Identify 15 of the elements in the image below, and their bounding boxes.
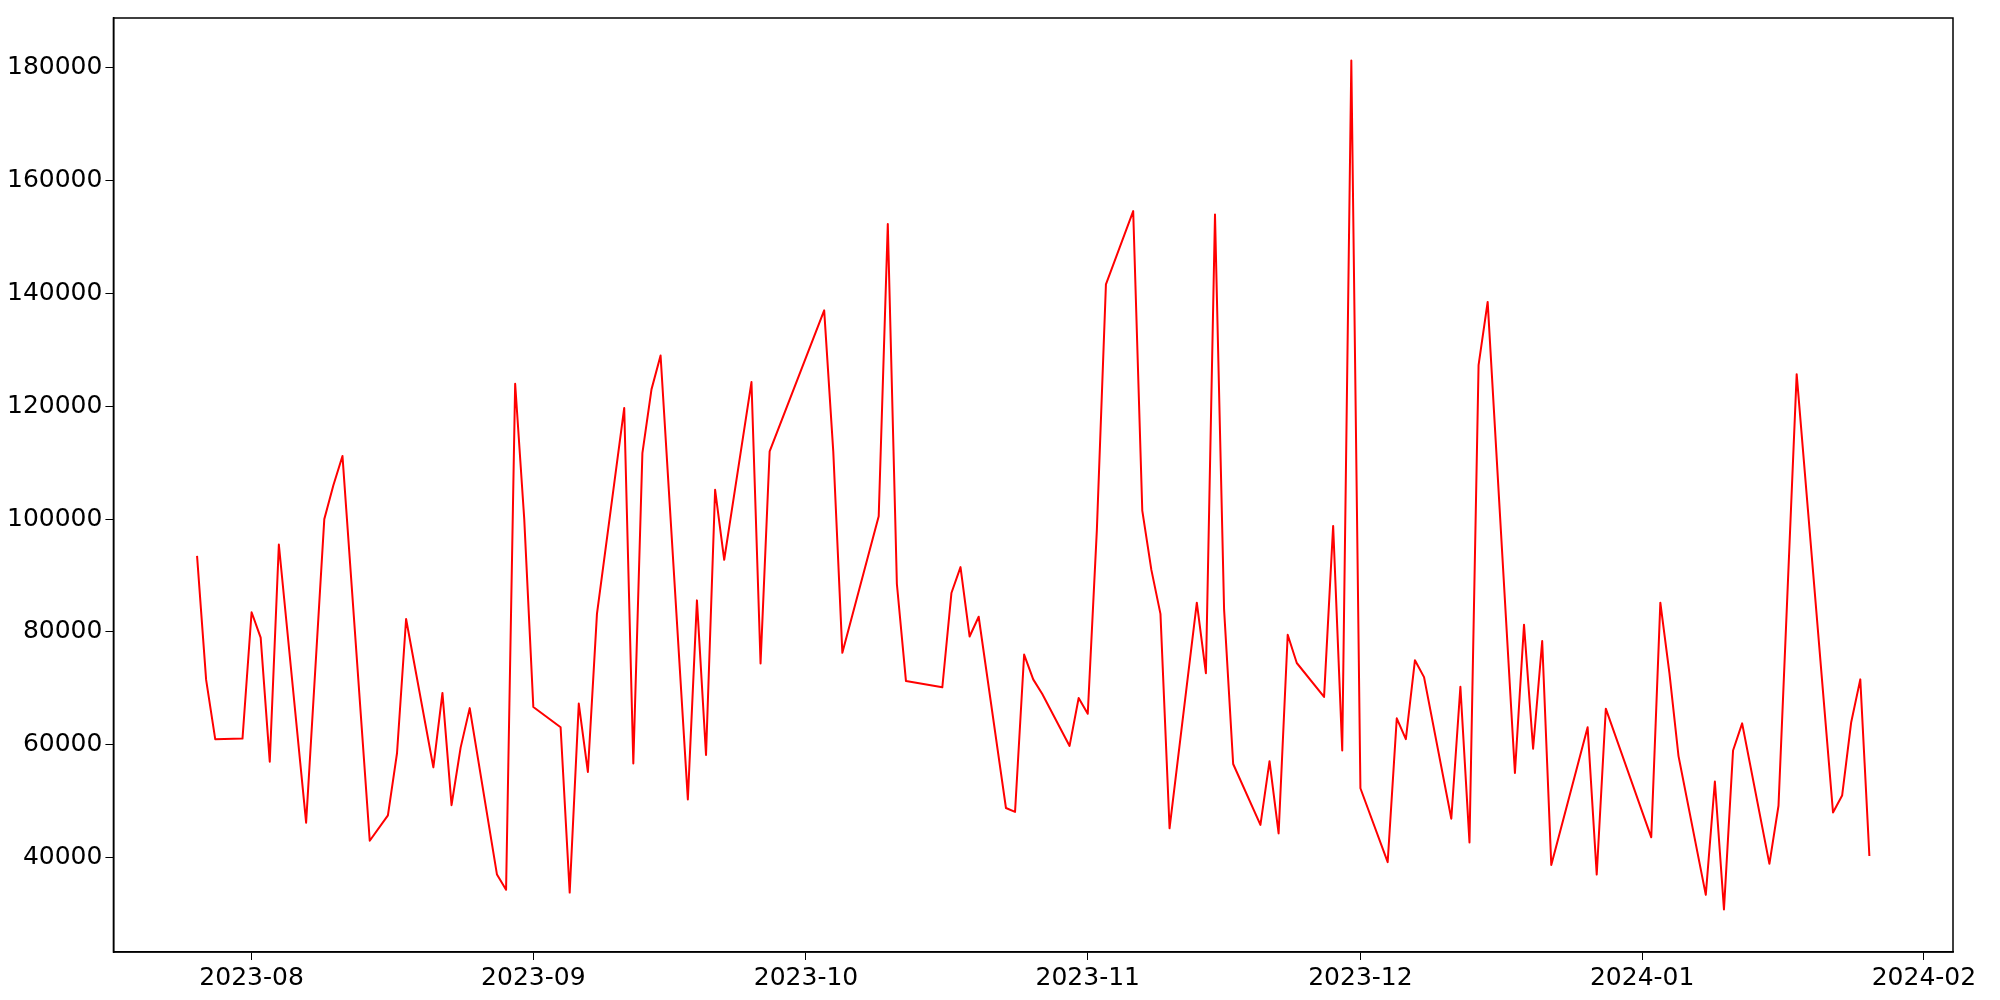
- y-tick-label: 80000: [22, 615, 103, 645]
- x-tick-label: 2023-09: [481, 961, 586, 991]
- y-tick-label: 140000: [7, 276, 103, 306]
- y-tick-label: 120000: [7, 389, 103, 419]
- y-tick-label: 40000: [22, 841, 103, 871]
- x-tick-label: 2023-08: [199, 961, 304, 991]
- x-tick-label: 2024-02: [1871, 961, 1977, 991]
- x-tick-label: 2024-01: [1589, 961, 1695, 991]
- x-tick-label: 2023-11: [1035, 961, 1140, 991]
- y-tick-label: 60000: [22, 728, 103, 758]
- y-tick-label: 160000: [7, 164, 103, 194]
- y-tick-label: 180000: [7, 51, 103, 81]
- x-tick-label: 2023-12: [1308, 961, 1413, 991]
- y-tick-label: 100000: [7, 502, 103, 532]
- x-tick-label: 2023-10: [753, 961, 859, 991]
